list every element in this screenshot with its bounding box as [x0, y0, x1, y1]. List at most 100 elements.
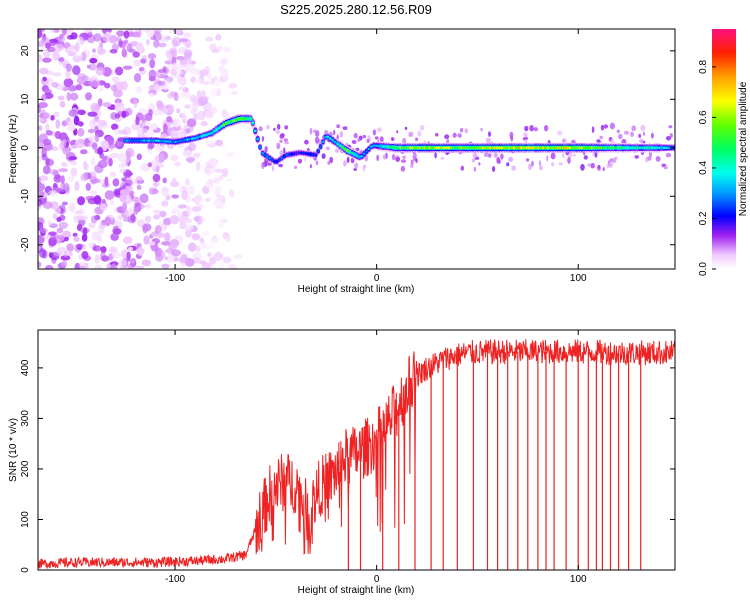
spectrogram-speckle — [550, 152, 556, 160]
spectrogram-speckle — [524, 125, 529, 132]
spectrogram-speckle — [264, 146, 268, 153]
spectrogram-noise-blob — [43, 142, 53, 151]
spectrogram-noise-blob — [56, 238, 62, 247]
spectrogram-noise-blob — [195, 212, 200, 218]
spectrogram-noise-blob — [77, 121, 84, 127]
spectrogram-noise-blob — [138, 203, 145, 210]
spectrogram-ridge-cell — [471, 146, 475, 150]
spectrogram-noise-blob — [166, 106, 175, 114]
spectrogram-ridge-cell — [541, 146, 545, 150]
spectrogram-ridge-cell — [515, 146, 518, 150]
spectrogram-ridge-cell — [633, 146, 637, 150]
spectrogram-noise-blob — [166, 116, 173, 123]
spectrogram-ridge-cell — [461, 146, 465, 150]
spectrogram-noise-blob — [149, 58, 156, 69]
spectrogram-ridge-cell — [440, 146, 443, 150]
spectrogram-noise-blob — [205, 110, 214, 119]
spectrogram-noise-blob — [176, 108, 181, 114]
spectrogram-speckle — [372, 129, 377, 136]
spectrogram-speckle — [321, 153, 326, 160]
spectrogram-noise-blob — [199, 260, 207, 265]
spectrogram-speckle — [382, 154, 387, 160]
spectrogram-noise-blob — [38, 125, 43, 131]
spectrogram-noise-blob — [123, 30, 130, 39]
spectrogram-noise-blob — [60, 175, 65, 185]
spectrogram-speckle — [631, 125, 637, 132]
spectrogram-noise-blob — [123, 39, 129, 45]
spectrogram-ridge-cell — [205, 133, 209, 136]
spectrogram-noise-blob — [227, 177, 232, 182]
spectrogram-ridge-cell — [570, 146, 574, 150]
spectrogram-speckle — [488, 131, 491, 137]
spectrogram-noise-blob — [162, 191, 169, 197]
spectrogram-noise-blob — [42, 57, 52, 63]
spectrogram-noise-blob — [155, 165, 160, 173]
spectrogram-ridge-cell — [425, 146, 429, 150]
snr-y-tick-label: 100 — [20, 511, 31, 528]
spectrogram-ridge-cell — [200, 134, 204, 138]
spectrogram-noise-blob — [156, 100, 164, 109]
spectrogram-ridge-cell — [500, 146, 504, 150]
spectrogram-speckle — [417, 130, 422, 137]
spectrogram-speckle — [634, 155, 639, 159]
spectrogram-noise-blob — [163, 217, 172, 226]
spectrogram-noise-blob — [104, 176, 109, 187]
spectrogram-noise-blob — [138, 67, 145, 72]
spectrogram-speckle — [665, 136, 672, 141]
spectrogram-speckle — [297, 158, 303, 164]
spectrogram-noise-blob — [135, 116, 140, 125]
colorbar-tick-label: 0.6 — [698, 110, 709, 124]
spectrogram-noise-blob — [122, 65, 133, 70]
spectrogram-noise-blob — [66, 243, 74, 252]
spectrogram-noise-blob — [124, 210, 133, 217]
spectrogram-noise-blob — [49, 169, 59, 175]
spectrogram-ridge-cell — [493, 146, 497, 150]
spectrogram-ridge-cell — [140, 139, 144, 142]
spectrogram-noise-blob — [172, 118, 181, 128]
spectrogram-speckle — [525, 158, 530, 162]
spectrogram-noise-blob — [75, 84, 83, 91]
spectrogram-noise-blob — [194, 68, 201, 76]
spectrogram-ridge-cell — [186, 138, 190, 141]
spectrogram-noise-blob — [125, 150, 131, 158]
spectrogram-noise-blob — [68, 156, 78, 161]
spectrogram-ridge-cell — [457, 146, 460, 150]
colorbar-tick-label: 0.8 — [698, 60, 709, 74]
spectrogram-noise-blob — [141, 121, 151, 127]
spectrogram-ridge-cell — [597, 146, 601, 150]
spectrogram-ridge-cell — [227, 121, 231, 124]
spectrogram-noise-blob — [74, 181, 80, 192]
spectrogram-noise-blob — [215, 204, 224, 209]
spectrogram-noise-blob — [152, 182, 160, 187]
spectrogram-noise-blob — [111, 251, 122, 259]
spectrogram-ridge-cell — [563, 146, 567, 150]
spectrogram-speckle — [493, 152, 498, 158]
spectrogram-ridge-cell — [447, 146, 451, 150]
spectrogram-speckle — [546, 155, 549, 162]
spectrogram-speckle — [573, 153, 576, 157]
spectrogram-ridge-cell — [527, 146, 531, 150]
snr-x-axis-label: Height of straight line (km) — [298, 585, 415, 596]
spectrogram-noise-blob — [52, 51, 60, 61]
spectrogram-noise-blob — [74, 262, 81, 269]
spectrogram-noise-blob — [130, 213, 136, 223]
spectrogram-noise-blob — [99, 203, 108, 211]
spectrogram-speckle — [506, 162, 510, 167]
spectrogram-ridge-cell — [650, 146, 654, 150]
spectrogram-noise-blob — [66, 92, 71, 101]
spectrogram-noise-blob — [217, 261, 224, 269]
spectrogram-ridge-cell — [389, 145, 393, 149]
spectrogram-speckle — [376, 154, 380, 162]
spectrogram-noise-blob — [158, 42, 167, 48]
spectrogram-speckle — [590, 162, 595, 169]
spectrogram-noise-blob — [77, 127, 85, 137]
spectrogram-noise-blob — [119, 189, 130, 196]
spectrogram-ridge-cell — [561, 146, 564, 150]
spectrogram-noise-blob — [213, 177, 221, 184]
spectrogram-speckle — [665, 152, 672, 158]
spectrogram-noise-blob — [204, 244, 214, 250]
spectrogram-noise-blob — [111, 123, 119, 131]
colorbar-tick-label: 0.4 — [698, 161, 709, 175]
spectrogram-ridge-cell — [302, 151, 306, 155]
